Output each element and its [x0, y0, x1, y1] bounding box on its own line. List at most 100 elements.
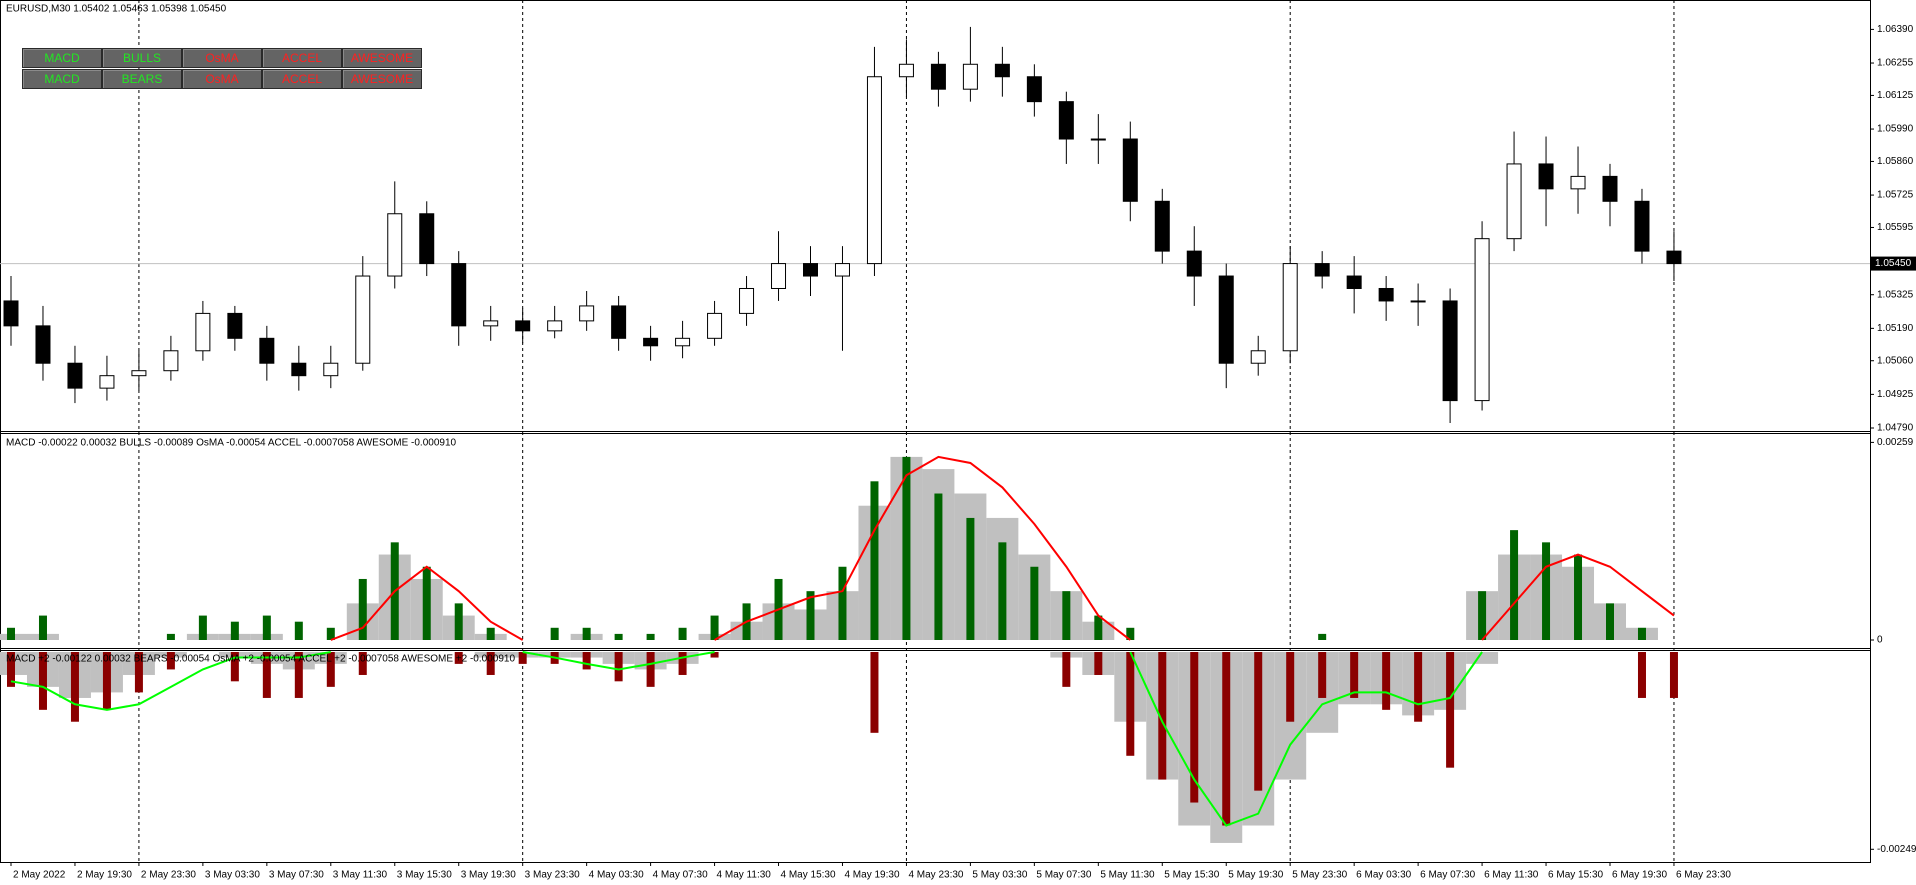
x-tick-label: 6 May 11:30 — [1484, 870, 1539, 881]
indicator-header: MACD +2 -0.00122 0.00032 BEARS -0.00054 … — [6, 654, 515, 665]
x-tick-label: 4 May 03:30 — [589, 870, 644, 881]
histogram-bar — [646, 633, 655, 640]
x-tick-label: 3 May 15:30 — [397, 870, 452, 881]
candle-body — [451, 263, 467, 327]
histogram-bar — [1637, 652, 1646, 698]
signal-line — [10, 651, 1483, 827]
histogram-bar — [1382, 652, 1391, 710]
x-tick-label: 4 May 19:30 — [844, 870, 899, 881]
histogram-bar — [966, 517, 975, 640]
histogram-bar — [550, 627, 559, 640]
histogram-bar — [710, 615, 719, 640]
candle-body — [419, 213, 435, 265]
x-tick-label: 5 May 19:30 — [1228, 870, 1283, 881]
histogram-bar — [326, 627, 335, 640]
histogram-bar — [1158, 652, 1167, 780]
indicator-toggle-button[interactable]: BEARS — [102, 69, 182, 89]
histogram-bar — [134, 652, 143, 693]
candle-body — [579, 305, 595, 322]
price-header: EURUSD,M30 1.05402 1.05463 1.05398 1.054… — [6, 4, 227, 15]
histogram-bar — [7, 652, 15, 687]
histogram-bar — [870, 481, 879, 640]
indicator-toggle-button[interactable]: MACD — [22, 69, 102, 89]
histogram-bar — [646, 652, 655, 687]
histogram-bar — [1190, 652, 1199, 803]
x-tick-label: 6 May 03:30 — [1356, 870, 1411, 881]
indicator-toggle-button[interactable]: AWESOME — [342, 48, 422, 68]
candle-body — [1442, 300, 1458, 402]
candle-body — [291, 362, 307, 377]
candle-body — [1410, 300, 1426, 303]
histogram-bar — [230, 652, 239, 682]
candle-body — [1666, 250, 1682, 265]
y-tick-label: 1.06390 — [1877, 24, 1914, 35]
histogram-bar — [454, 603, 463, 640]
candle-body — [1058, 101, 1074, 140]
candle-body — [547, 320, 563, 332]
signal-line — [330, 455, 1675, 641]
candle-body — [643, 337, 659, 347]
x-tick-label: 5 May 07:30 — [1036, 870, 1091, 881]
indicator-toggle-button[interactable]: OsMA — [182, 69, 262, 89]
indicator-header: MACD -0.00022 0.00032 BULLS -0.00089 OsM… — [6, 438, 457, 449]
x-tick-label: 4 May 23:30 — [908, 870, 963, 881]
histogram-bar — [1669, 652, 1678, 698]
candle-body — [131, 370, 147, 377]
candle-body — [771, 263, 787, 289]
y-tick-label: 1.05725 — [1877, 190, 1914, 201]
indicator-toggle-button[interactable]: MACD — [22, 48, 102, 68]
indicator-toggle-button[interactable]: ACCEL — [262, 48, 342, 68]
candle-body — [611, 305, 627, 339]
candle-body — [1538, 163, 1554, 190]
histogram-bar — [38, 615, 47, 640]
y-tick-label: 1.05595 — [1877, 222, 1914, 233]
x-tick-label: 6 May 07:30 — [1420, 870, 1475, 881]
histogram-bar — [582, 627, 591, 640]
histogram-bar — [1637, 627, 1646, 640]
candle-body — [355, 275, 371, 364]
histogram-bar — [294, 652, 303, 698]
histogram-bar — [102, 652, 111, 710]
candle-body — [930, 63, 946, 90]
x-tick-label: 2 May 2022 — [13, 870, 66, 881]
indicator-toggle-button[interactable]: BULLS — [102, 48, 182, 68]
histogram-bar — [998, 542, 1007, 640]
candle-body — [994, 63, 1010, 78]
histogram-bar — [1318, 652, 1327, 698]
candle-body — [1218, 275, 1234, 364]
y-tick-label: 1.04925 — [1877, 389, 1914, 400]
histogram-bar — [486, 652, 495, 675]
candle-body — [195, 312, 211, 352]
indicator-toggle-button[interactable]: AWESOME — [342, 69, 422, 89]
candle-body — [259, 337, 275, 364]
histogram-bar — [294, 621, 303, 640]
x-tick-label: 4 May 15:30 — [781, 870, 836, 881]
histogram-bar — [1542, 542, 1551, 640]
histogram-bar — [1062, 591, 1071, 640]
x-tick-label: 5 May 03:30 — [972, 870, 1027, 881]
histogram-bar — [1094, 652, 1103, 675]
candle-body — [67, 362, 83, 389]
histogram-bar — [358, 578, 367, 640]
candle-body — [1122, 138, 1138, 202]
y-tick-label: -0.00249 — [1877, 844, 1916, 855]
x-tick-label: 5 May 15:30 — [1164, 870, 1219, 881]
y-tick-label: 0.00259 — [1877, 437, 1914, 448]
histogram-bar — [1350, 652, 1359, 698]
histogram-bar — [902, 456, 911, 640]
candle-body — [1250, 350, 1266, 364]
histogram-bar — [678, 652, 687, 675]
histogram-bar — [230, 621, 239, 640]
histogram-bar — [198, 615, 207, 640]
x-tick-label: 3 May 03:30 — [205, 870, 260, 881]
candle-body — [1282, 263, 1298, 352]
candle-body — [1474, 238, 1490, 402]
indicator-toggle-button[interactable]: ACCEL — [262, 69, 342, 89]
candle-body — [483, 320, 499, 327]
candle-body — [99, 375, 115, 389]
indicator-toggle-button[interactable]: OsMA — [182, 48, 262, 68]
histogram-bar — [1094, 615, 1103, 640]
histogram-bar — [1126, 652, 1135, 756]
